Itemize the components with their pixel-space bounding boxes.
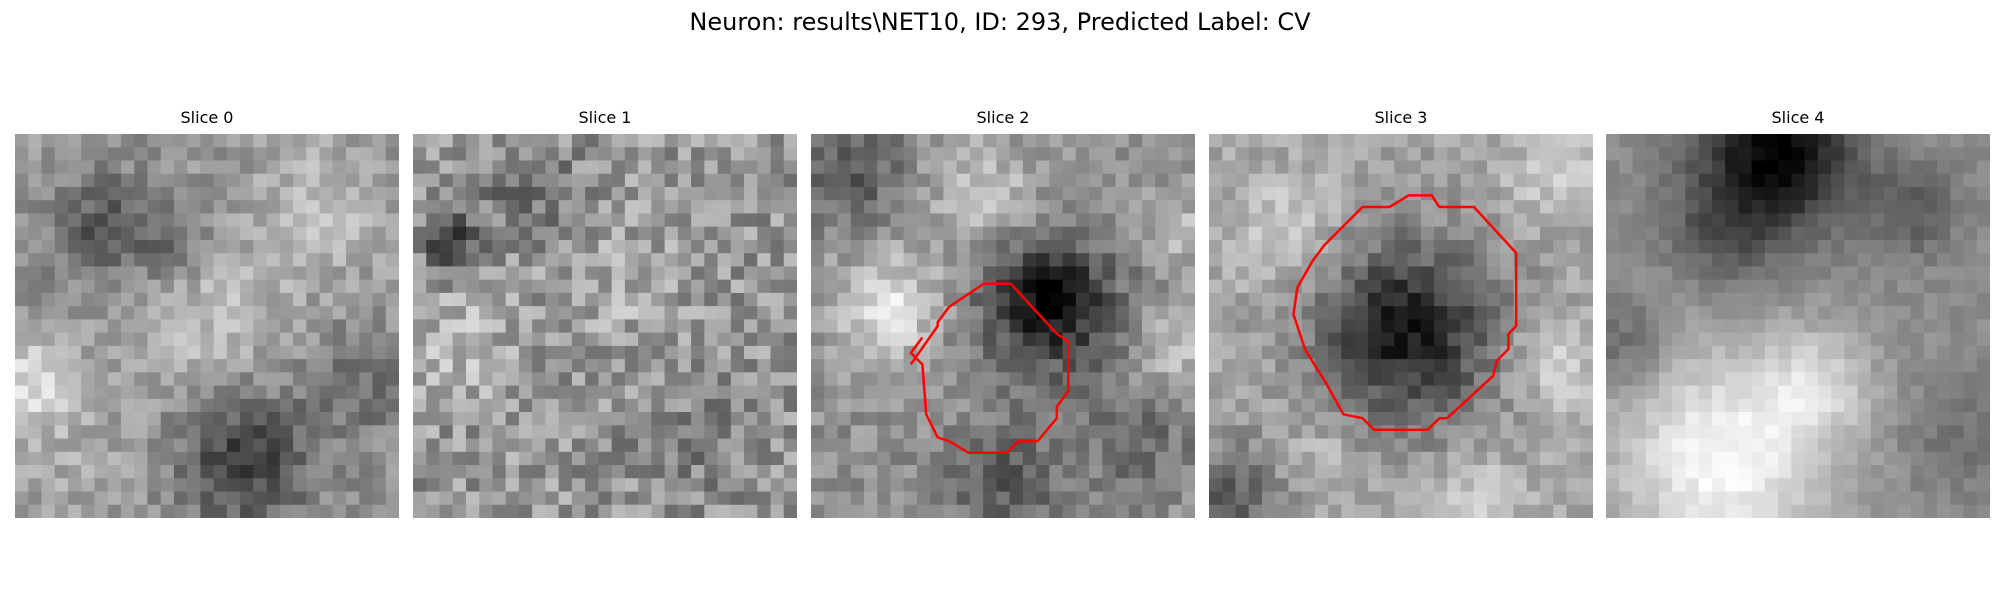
slice-title: Slice 2 [976,108,1030,127]
slice-panel-2: Slice 2 [811,108,1195,518]
grayscale-slice-image [1209,134,1593,518]
slice-title: Slice 0 [180,108,234,127]
figure-title: Neuron: results\NET10, ID: 293, Predicte… [689,8,1311,36]
grayscale-slice-image [15,134,399,518]
slice-panel-3: Slice 3 [1209,108,1593,518]
slice-title: Slice 1 [578,108,632,127]
slice-title: Slice 3 [1374,108,1428,127]
grayscale-slice-image [1606,134,1990,518]
slice-panel-1: Slice 1 [413,108,797,518]
grayscale-slice-image [811,134,1195,518]
slice-panel-4: Slice 4 [1606,108,1990,518]
slice-panel-0: Slice 0 [15,108,399,518]
segmentation-contour [909,282,1070,454]
grayscale-slice-image [413,134,797,518]
segmentation-contour [1292,194,1518,431]
slice-title: Slice 4 [1771,108,1825,127]
